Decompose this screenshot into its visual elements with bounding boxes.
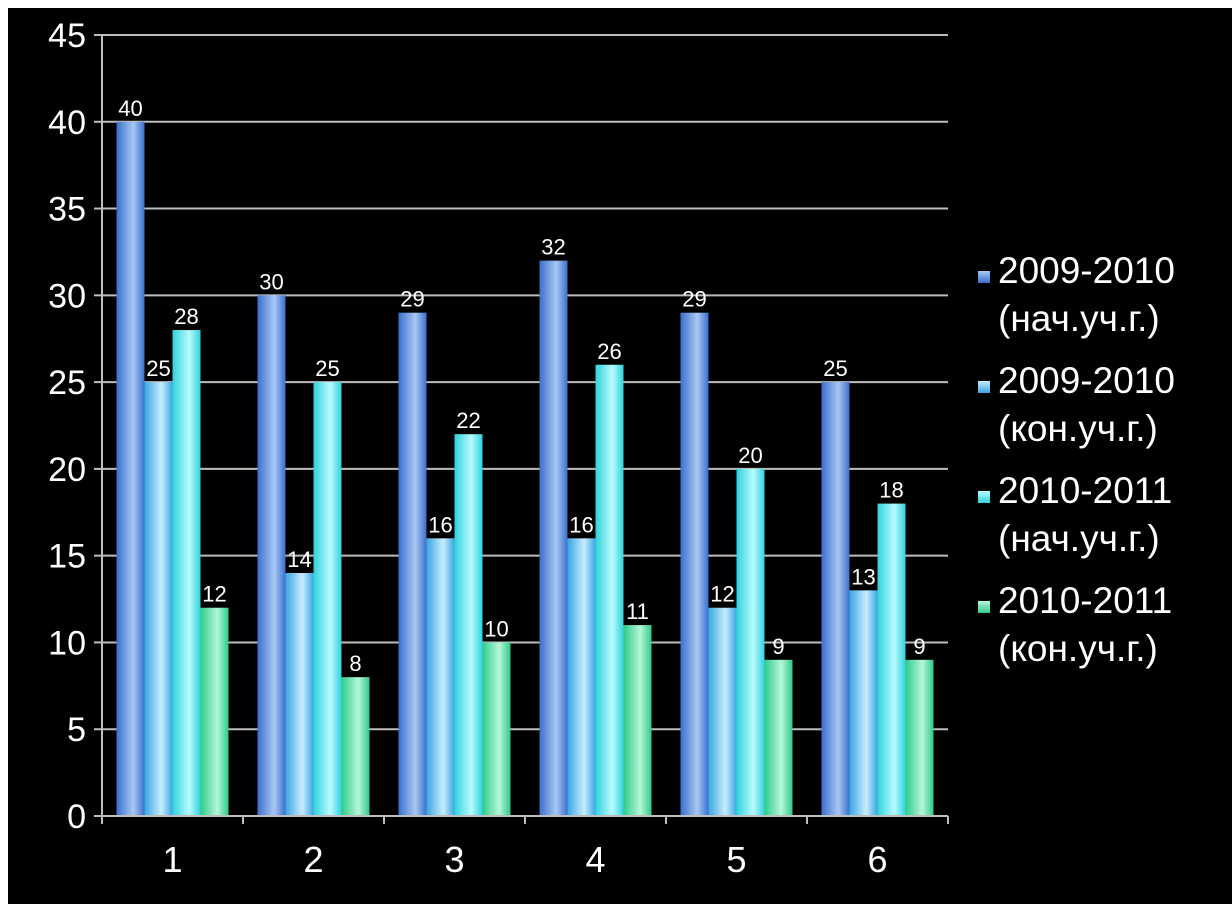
y-tick-label: 40	[48, 104, 86, 142]
data-label: 40	[118, 96, 142, 121]
bar	[849, 590, 878, 816]
gridlines	[102, 34, 948, 731]
legend-label: (нач.уч.г.)	[998, 298, 1160, 339]
x-tick-label: 2	[303, 839, 323, 880]
x-tick-label: 3	[444, 839, 464, 880]
legend-label: (кон.уч.г.)	[998, 628, 1158, 669]
bar	[172, 330, 201, 816]
y-tick-label: 0	[67, 798, 86, 836]
y-tick-label: 5	[67, 711, 86, 749]
data-label: 12	[202, 582, 226, 607]
legend-swatch	[978, 271, 990, 283]
data-label: 22	[456, 408, 480, 433]
bar	[426, 538, 455, 816]
bar	[454, 434, 483, 816]
data-label: 25	[315, 356, 339, 381]
y-tick-label: 10	[48, 624, 86, 662]
bar	[623, 625, 652, 816]
x-tick-label: 4	[585, 839, 605, 880]
bars	[116, 121, 934, 817]
y-tick-label: 15	[48, 538, 86, 576]
legend-label: (нач.уч.г.)	[998, 518, 1160, 559]
legend: 2009-2010 (нач.уч.г.) 2009-2010 (кон.уч.г.)…	[978, 250, 1175, 669]
bar	[539, 260, 568, 817]
bar	[708, 607, 737, 816]
bar	[567, 538, 596, 816]
y-tick-label: 30	[48, 277, 86, 315]
data-label: 16	[428, 512, 452, 537]
data-label: 13	[851, 564, 875, 589]
legend-label: 2010-2011	[998, 470, 1172, 511]
data-label: 28	[174, 304, 198, 329]
legend-swatch	[978, 601, 990, 613]
legend-swatch	[978, 381, 990, 393]
bar	[341, 677, 370, 816]
x-tick-label: 5	[726, 839, 746, 880]
data-label: 25	[146, 356, 170, 381]
data-label: 11	[626, 599, 649, 624]
bar	[877, 503, 906, 816]
bar	[905, 659, 934, 816]
data-labels: 40 25 28 12 30 14 25 8 29 16 22 10 32 16 26 11 29 12 20 9 25…	[118, 96, 925, 676]
data-label: 20	[738, 443, 762, 468]
y-tick-label: 20	[48, 451, 86, 489]
data-label: 9	[772, 634, 784, 659]
bar	[764, 659, 793, 816]
data-label: 32	[541, 235, 565, 260]
bar	[116, 121, 145, 817]
data-label: 30	[259, 269, 283, 294]
bar	[285, 573, 314, 816]
data-label: 25	[823, 356, 847, 381]
y-tick-label: 25	[48, 364, 86, 402]
bar	[313, 382, 342, 816]
data-label: 12	[710, 582, 734, 607]
legend-label: 2009-2010	[998, 250, 1175, 291]
data-label: 9	[913, 634, 925, 659]
bar	[200, 607, 229, 816]
bar	[680, 312, 709, 816]
bar	[398, 312, 427, 816]
x-tick-label: 1	[162, 839, 182, 880]
y-tick-label: 35	[48, 191, 86, 229]
y-tick-label: 45	[48, 17, 86, 55]
data-label: 29	[400, 287, 424, 312]
data-label: 10	[484, 616, 508, 641]
data-label: 16	[569, 512, 593, 537]
bar	[144, 382, 173, 816]
x-tick-label: 6	[867, 839, 887, 880]
data-label: 8	[349, 651, 361, 676]
bar	[595, 364, 624, 816]
bar	[821, 382, 850, 816]
bar	[257, 295, 286, 816]
data-label: 26	[597, 339, 621, 364]
data-label: 18	[879, 478, 903, 503]
legend-label: 2009-2010	[998, 360, 1175, 401]
legend-label: 2010-2011	[998, 580, 1172, 621]
bar	[736, 468, 765, 816]
data-label: 29	[682, 287, 706, 312]
bar	[482, 642, 511, 816]
legend-label: (кон.уч.г.)	[998, 408, 1158, 449]
data-label: 14	[287, 547, 311, 572]
legend-swatch	[978, 491, 990, 503]
